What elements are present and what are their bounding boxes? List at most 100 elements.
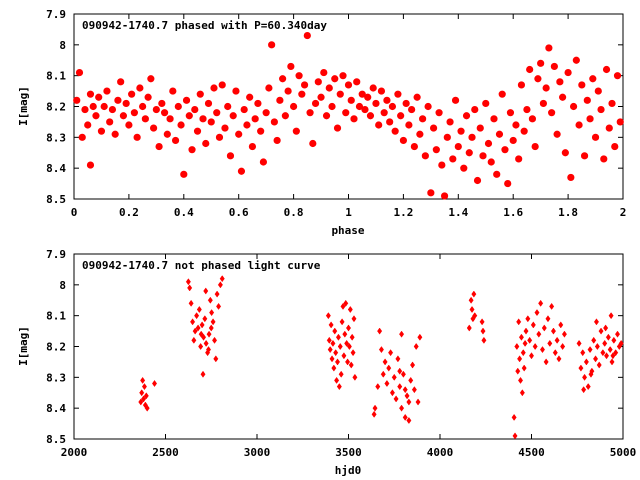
data-point <box>522 339 528 347</box>
data-point <box>424 102 432 111</box>
x-tick-label: 0.8 <box>284 206 304 219</box>
data-point <box>140 376 146 384</box>
data-point <box>152 105 160 114</box>
data-point <box>303 31 311 40</box>
data-point <box>410 361 416 369</box>
data-point <box>196 90 204 98</box>
data-point <box>498 90 506 98</box>
data-point <box>542 84 550 92</box>
data-point <box>527 336 533 344</box>
data-point <box>188 299 194 307</box>
data-point <box>569 102 578 111</box>
data-point <box>177 121 185 129</box>
y-tick-label: 8.5 <box>46 433 66 446</box>
data-point <box>205 346 212 354</box>
data-point <box>521 364 527 372</box>
data-point <box>559 93 567 101</box>
panel-unphased-xlabel: hjd0 <box>335 464 362 477</box>
data-point <box>501 146 509 154</box>
data-point <box>89 102 97 111</box>
y-tick-label: 8.1 <box>46 310 66 323</box>
data-point <box>219 275 225 283</box>
data-point <box>141 115 149 123</box>
data-point <box>289 102 298 111</box>
data-point <box>600 155 608 163</box>
data-point <box>581 386 587 394</box>
data-point <box>213 109 221 117</box>
data-point <box>331 75 339 83</box>
data-point <box>589 75 597 83</box>
y-tick-label: 8.5 <box>46 193 66 206</box>
data-point <box>443 133 451 141</box>
data-point <box>243 121 251 129</box>
data-point <box>200 370 206 378</box>
x-tick-label: 4500 <box>518 446 545 459</box>
data-point <box>560 342 566 351</box>
data-point <box>388 349 394 357</box>
data-point <box>355 102 364 111</box>
data-point <box>375 383 381 391</box>
y-tick-label: 8.3 <box>46 131 66 144</box>
data-point <box>616 118 624 126</box>
data-point <box>350 349 356 357</box>
data-point <box>598 327 604 335</box>
data-point <box>586 115 594 123</box>
data-point <box>372 404 378 412</box>
data-point <box>188 146 196 154</box>
data-point <box>539 99 547 108</box>
data-point <box>180 170 188 178</box>
data-point <box>160 109 169 117</box>
data-point <box>583 96 591 104</box>
data-point <box>471 105 479 114</box>
data-point <box>515 367 521 375</box>
data-point <box>588 370 594 378</box>
data-point <box>147 75 155 83</box>
data-point <box>493 170 501 178</box>
x-tick-label: 0.2 <box>119 206 139 219</box>
data-point <box>479 152 487 160</box>
data-point <box>327 346 333 354</box>
data-point <box>517 81 526 89</box>
data-point <box>221 124 229 132</box>
data-point <box>329 355 335 363</box>
data-point <box>251 115 259 123</box>
data-point <box>199 321 205 329</box>
data-point <box>404 392 410 400</box>
data-point <box>487 158 495 166</box>
data-point <box>114 96 122 104</box>
data-point <box>171 136 180 145</box>
data-point <box>536 330 542 338</box>
data-point <box>413 342 419 351</box>
data-point <box>561 149 569 157</box>
data-point <box>613 72 622 80</box>
data-point <box>257 127 265 135</box>
data-point <box>609 358 615 366</box>
data-point <box>545 44 553 52</box>
data-point <box>232 87 240 95</box>
data-point <box>473 176 482 185</box>
data-point <box>490 115 498 123</box>
data-point <box>468 133 476 141</box>
data-point <box>484 139 493 148</box>
data-point <box>399 330 405 338</box>
data-point <box>103 87 111 95</box>
data-point <box>523 105 531 114</box>
data-point <box>210 318 216 326</box>
data-point <box>548 109 556 117</box>
data-point <box>587 346 593 354</box>
data-point <box>144 404 150 412</box>
data-point <box>417 333 423 341</box>
data-point <box>199 115 207 123</box>
data-point <box>391 373 397 381</box>
data-point <box>383 96 391 104</box>
data-point <box>369 84 377 92</box>
data-point <box>75 68 84 77</box>
data-point <box>528 352 535 360</box>
data-point <box>279 75 287 83</box>
data-point <box>578 81 586 89</box>
data-point <box>254 99 262 108</box>
y-tick-label: 7.9 <box>46 248 66 261</box>
data-point <box>298 90 306 98</box>
data-point <box>204 99 213 108</box>
data-point <box>435 109 443 117</box>
